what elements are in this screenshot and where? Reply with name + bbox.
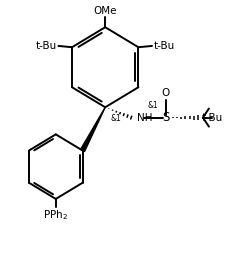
Text: &1: &1 — [148, 101, 158, 110]
Text: &1: &1 — [110, 114, 121, 123]
Text: t-Bu: t-Bu — [202, 112, 223, 123]
Text: t-Bu: t-Bu — [154, 41, 175, 51]
Text: S: S — [162, 111, 170, 124]
Polygon shape — [80, 107, 105, 152]
Text: NH: NH — [137, 112, 153, 123]
Text: OMe: OMe — [94, 6, 117, 16]
Text: t-Bu: t-Bu — [36, 41, 57, 51]
Text: PPh$_2$: PPh$_2$ — [43, 208, 68, 222]
Text: O: O — [162, 88, 170, 98]
